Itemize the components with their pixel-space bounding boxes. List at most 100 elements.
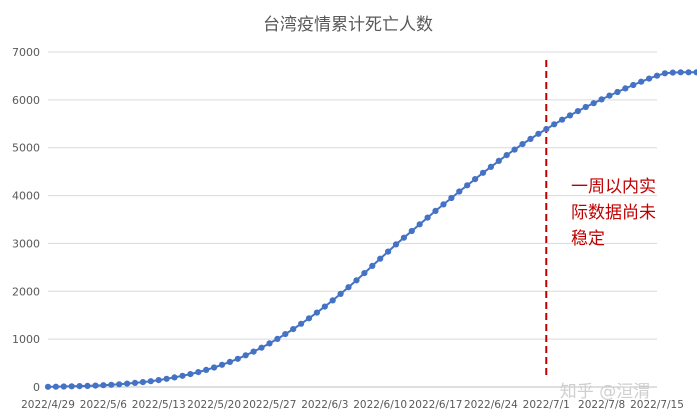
data-point <box>448 194 455 202</box>
x-tick-label: 2022/6/10 <box>353 399 407 411</box>
data-point <box>274 335 281 342</box>
data-point <box>400 234 407 241</box>
x-tick-label: 2022/7/1 <box>523 399 570 411</box>
data-point <box>361 270 368 277</box>
data-point <box>266 340 273 347</box>
data-point <box>187 371 194 378</box>
x-tick-label: 2022/5/27 <box>243 399 297 411</box>
data-point <box>337 290 344 297</box>
data-point <box>669 69 676 76</box>
data-point <box>195 369 202 376</box>
data-point <box>353 277 360 284</box>
annotation-text-line: 际数据尚未 <box>571 203 656 223</box>
data-point <box>298 320 305 327</box>
data-point <box>234 355 241 362</box>
annotation-text-line: 稳定 <box>571 229 605 249</box>
x-tick-label: 2022/5/13 <box>132 399 186 411</box>
data-point <box>313 309 320 316</box>
data-point <box>614 88 621 96</box>
data-point <box>68 383 75 390</box>
grid-lines <box>48 51 657 340</box>
data-point <box>131 379 139 386</box>
data-point <box>606 92 613 99</box>
data-point <box>472 176 479 183</box>
data-point <box>147 378 154 385</box>
data-point <box>242 352 249 359</box>
data-point <box>139 379 146 386</box>
data-point <box>258 344 265 351</box>
y-tick-label: 3000 <box>12 237 40 250</box>
data-point <box>527 135 534 142</box>
y-tick-label: 7000 <box>12 46 40 59</box>
data-point <box>495 157 502 164</box>
x-tick-label: 2022/7/15 <box>630 399 684 411</box>
data-point <box>60 383 67 390</box>
series-layer <box>44 69 697 390</box>
x-tick-label: 2022/4/29 <box>21 399 75 411</box>
data-point <box>440 201 447 208</box>
data-point <box>321 303 328 310</box>
data-point <box>590 100 597 107</box>
data-point <box>282 331 289 338</box>
data-point <box>385 248 392 255</box>
data-point <box>92 382 99 389</box>
data-point <box>116 381 123 388</box>
data-point <box>392 241 400 248</box>
data-point <box>519 141 526 148</box>
data-point <box>559 116 566 123</box>
data-point <box>653 72 661 79</box>
data-point <box>661 70 669 77</box>
watermark: 知乎 @洹渭 <box>560 382 650 402</box>
data-point <box>424 214 431 221</box>
data-point <box>179 372 186 379</box>
y-tick-label: 2000 <box>12 285 40 298</box>
data-point <box>84 382 91 389</box>
data-point <box>369 262 376 269</box>
data-point <box>108 381 115 388</box>
data-point <box>171 374 178 381</box>
data-point <box>543 126 550 133</box>
data-point <box>203 366 210 373</box>
data-point <box>503 152 510 159</box>
data-point <box>44 383 52 390</box>
data-point <box>598 96 605 103</box>
x-tick-label: 2022/6/24 <box>464 399 518 411</box>
data-point <box>622 85 629 92</box>
data-point <box>100 382 107 389</box>
data-point <box>511 146 518 153</box>
data-point <box>630 81 637 89</box>
data-point <box>464 182 471 189</box>
data-point <box>638 78 645 85</box>
x-tick-label: 2022/7/8 <box>578 399 625 411</box>
data-point <box>416 221 423 228</box>
data-point <box>582 103 589 111</box>
chart-title: 台湾疫情累计死亡人数 <box>263 15 433 35</box>
data-point <box>566 112 574 119</box>
data-point <box>487 163 494 170</box>
y-tick-label: 1000 <box>12 333 40 346</box>
data-point <box>329 297 336 304</box>
data-point <box>646 75 653 82</box>
data-point <box>155 377 162 384</box>
data-point <box>250 348 257 355</box>
x-tick-label: 2022/5/6 <box>80 399 127 411</box>
data-point <box>456 188 463 195</box>
y-tick-label: 5000 <box>12 142 40 155</box>
x-tick-label: 2022/5/20 <box>187 399 241 411</box>
axes: 0 1000 2000 3000 4000 5000 6000 7000 2022/4/29 20… <box>12 46 684 411</box>
data-point <box>52 383 60 390</box>
data-point <box>685 69 692 76</box>
data-point <box>535 130 542 137</box>
data-point <box>551 121 558 128</box>
data-point <box>693 69 697 76</box>
data-point <box>163 375 170 382</box>
data-point <box>218 361 226 368</box>
y-tick-label: 6000 <box>12 94 40 107</box>
data-point <box>574 108 582 115</box>
data-point <box>211 364 218 371</box>
data-point <box>345 284 352 291</box>
y-tick-label: 0 <box>33 381 40 394</box>
